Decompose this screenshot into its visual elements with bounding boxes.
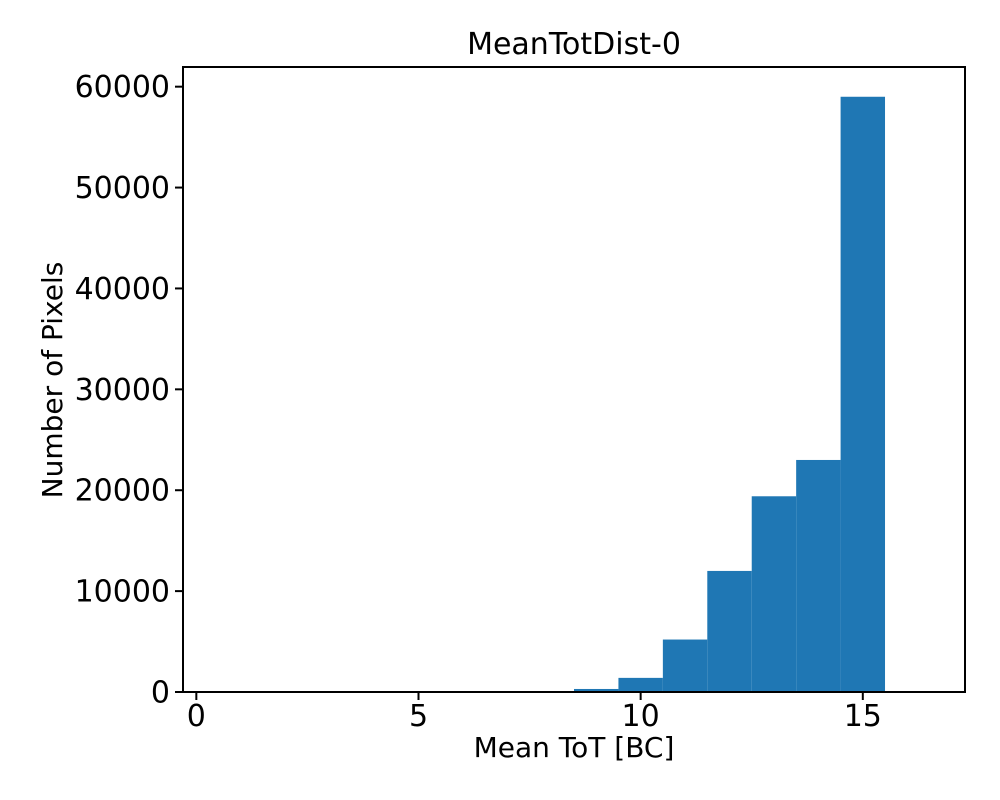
histogram-bar <box>796 459 841 692</box>
y-tick-label: 20000 <box>75 474 170 509</box>
y-tick-label: 10000 <box>75 575 170 610</box>
x-tick-label: 0 <box>187 699 206 734</box>
y-tick-label: 30000 <box>75 373 170 408</box>
y-tick-label: 40000 <box>75 272 170 307</box>
y-axis-label: Number of Pixels <box>36 262 69 499</box>
histogram-bar <box>840 96 886 692</box>
plot-spines <box>182 66 966 693</box>
x-tick-label: 5 <box>409 699 428 734</box>
y-tick-label: 50000 <box>75 171 170 206</box>
y-tick-label: 0 <box>151 676 170 711</box>
y-tick-label: 60000 <box>75 70 170 105</box>
histogram-bar <box>574 688 619 692</box>
chart-title: MeanTotDist-0 <box>467 27 681 62</box>
plot-border <box>182 66 966 693</box>
x-axis-label: Mean ToT [BC] <box>474 731 675 764</box>
x-tick-label: 15 <box>844 699 882 734</box>
x-axis-ticks: 0 5 10 15 <box>187 692 882 734</box>
histogram-bar <box>618 677 663 692</box>
histogram-bars <box>574 96 886 692</box>
x-tick-label: 10 <box>622 699 660 734</box>
y-axis-ticks: 0 10000 20000 30000 40000 50000 60000 <box>75 70 183 711</box>
histogram-bar <box>662 639 708 692</box>
histogram-bar <box>751 496 797 692</box>
histogram-bar <box>707 570 752 692</box>
